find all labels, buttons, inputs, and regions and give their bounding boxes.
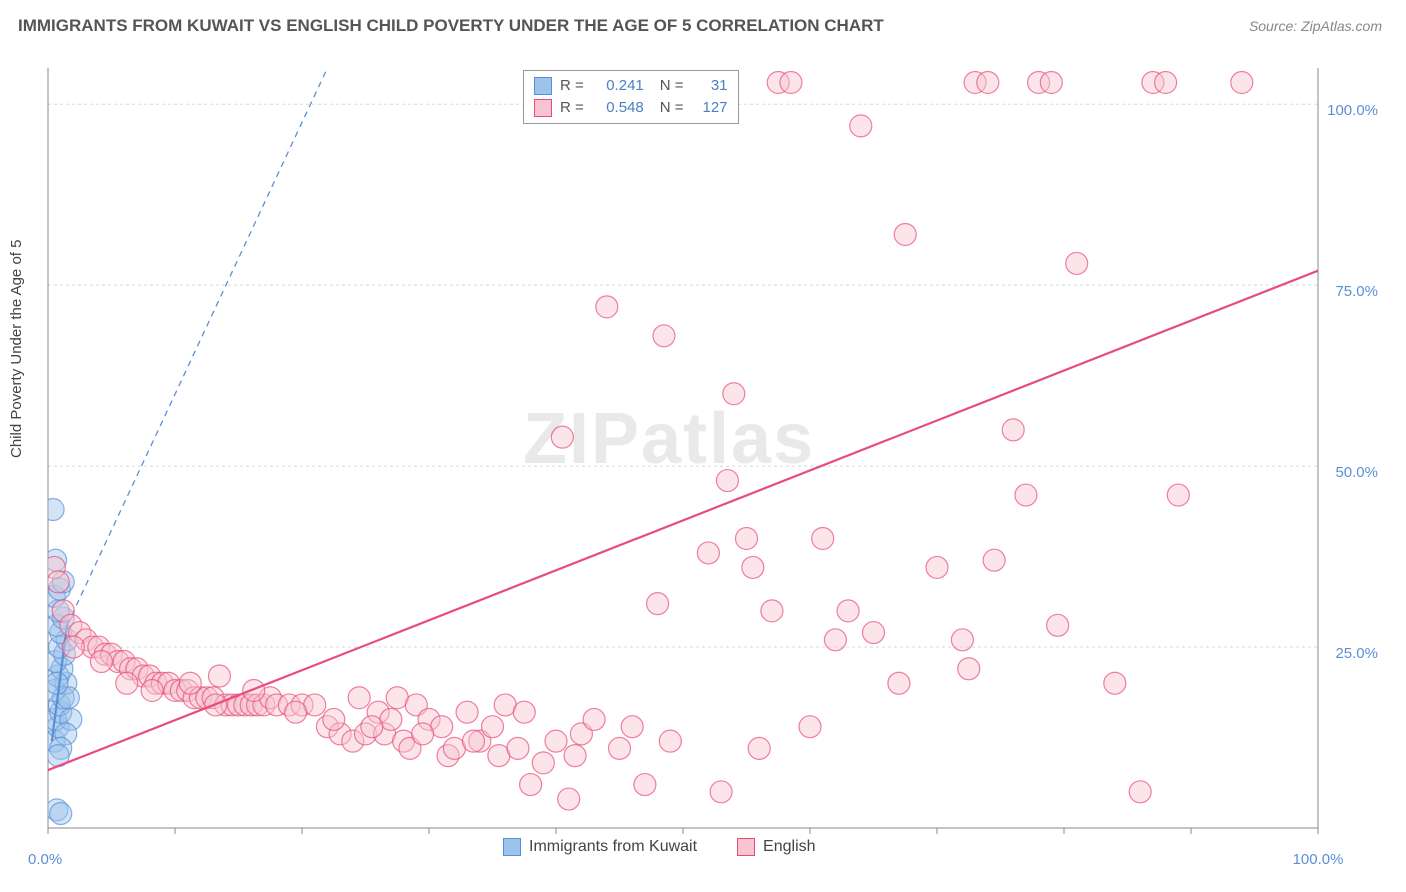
legend-r-value: 0.548 xyxy=(592,97,644,119)
legend-r-value: 0.241 xyxy=(592,75,644,97)
legend-swatch xyxy=(534,99,552,117)
legend-r-label: R = xyxy=(560,97,584,119)
legend-correlation-row: R = 0.241 N = 31 xyxy=(534,75,728,97)
y-axis-title: Child Poverty Under the Age of 5 xyxy=(8,240,25,458)
legend-n-value: 31 xyxy=(692,75,728,97)
legend-r-label: R = xyxy=(560,75,584,97)
chart-container: Child Poverty Under the Age of 5 ZIPatla… xyxy=(18,58,1388,878)
legend-series-item: Immigrants from Kuwait xyxy=(503,838,697,856)
correlation-legend: R = 0.241 N = 31 R = 0.548 N = 127 xyxy=(523,70,739,124)
y-tick-label: 75.0% xyxy=(1298,283,1378,300)
chart-title: IMMIGRANTS FROM KUWAIT VS ENGLISH CHILD … xyxy=(18,16,884,36)
legend-swatch xyxy=(534,77,552,95)
x-tick-label: 0.0% xyxy=(28,851,108,868)
legend-n-label: N = xyxy=(660,97,684,119)
y-tick-label: 50.0% xyxy=(1298,464,1378,481)
legend-correlation-row: R = 0.548 N = 127 xyxy=(534,97,728,119)
series-legend: Immigrants from Kuwait English xyxy=(503,838,816,856)
legend-series-label: English xyxy=(763,838,815,856)
legend-swatch xyxy=(503,838,521,856)
source-attribution: Source: ZipAtlas.com xyxy=(1249,18,1382,34)
legend-n-value: 127 xyxy=(692,97,728,119)
x-tick-label: 100.0% xyxy=(1278,851,1358,868)
scatter-chart-svg xyxy=(18,58,1388,878)
y-tick-label: 25.0% xyxy=(1298,645,1378,662)
legend-n-label: N = xyxy=(660,75,684,97)
y-tick-label: 100.0% xyxy=(1298,102,1378,119)
legend-series-label: Immigrants from Kuwait xyxy=(529,838,697,856)
legend-swatch xyxy=(737,838,755,856)
legend-series-item: English xyxy=(737,838,815,856)
